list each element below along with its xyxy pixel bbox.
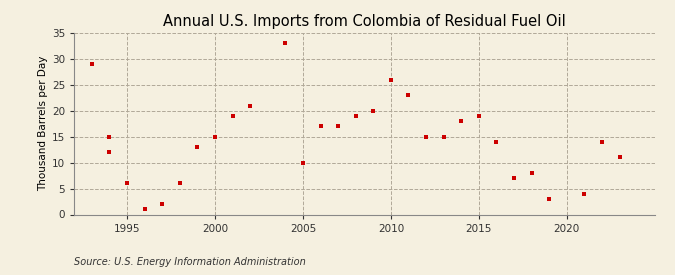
Y-axis label: Thousand Barrels per Day: Thousand Barrels per Day [38, 56, 48, 191]
Point [104, 134, 115, 139]
Point [227, 114, 238, 118]
Point [579, 192, 590, 196]
Point [245, 103, 256, 108]
Point [192, 145, 202, 149]
Text: Source: U.S. Energy Information Administration: Source: U.S. Energy Information Administ… [74, 257, 306, 267]
Point [333, 124, 344, 128]
Point [438, 134, 449, 139]
Point [315, 124, 326, 128]
Point [403, 93, 414, 97]
Point [509, 176, 520, 180]
Point [385, 78, 396, 82]
Point [597, 140, 608, 144]
Point [209, 134, 220, 139]
Point [298, 160, 308, 165]
Point [421, 134, 431, 139]
Point [139, 207, 150, 211]
Point [122, 181, 132, 186]
Title: Annual U.S. Imports from Colombia of Residual Fuel Oil: Annual U.S. Imports from Colombia of Res… [163, 14, 566, 29]
Point [491, 140, 502, 144]
Point [86, 62, 97, 66]
Point [526, 171, 537, 175]
Point [614, 155, 625, 160]
Point [209, 134, 220, 139]
Point [614, 155, 625, 160]
Point [368, 109, 379, 113]
Point [544, 197, 555, 201]
Point [350, 114, 361, 118]
Point [456, 119, 466, 123]
Point [174, 181, 185, 186]
Point [473, 114, 484, 118]
Point [280, 41, 291, 46]
Point [157, 202, 167, 206]
Point [104, 150, 115, 155]
